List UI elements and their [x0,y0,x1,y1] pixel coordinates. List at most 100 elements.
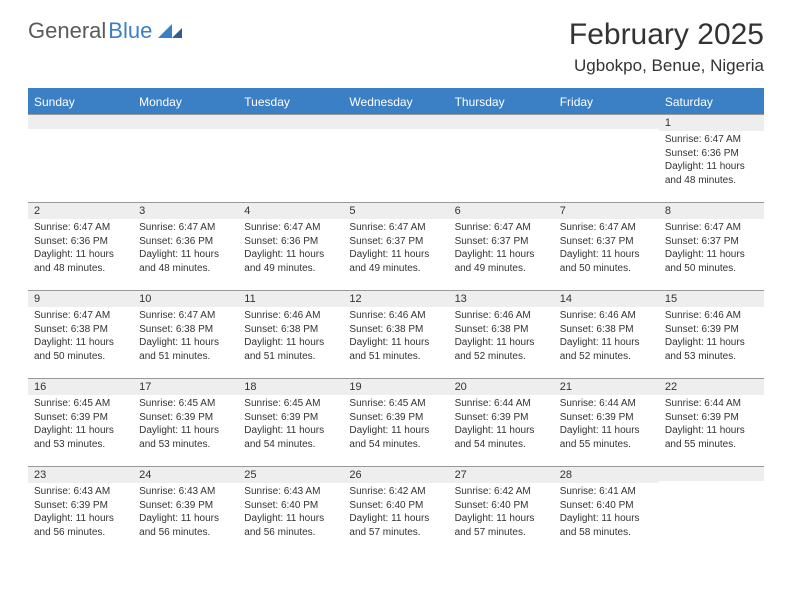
day-number: 19 [343,378,448,395]
day-detail-line: Sunset: 6:39 PM [560,411,653,425]
day-number: 12 [343,290,448,307]
day-detail-line: Daylight: 11 hours and 48 minutes. [139,248,232,275]
calendar-cell: 5Sunrise: 6:47 AMSunset: 6:37 PMDaylight… [343,202,448,290]
day-detail-line: Sunrise: 6:46 AM [455,309,548,323]
calendar-week-row: 9Sunrise: 6:47 AMSunset: 6:38 PMDaylight… [28,290,764,378]
day-detail-line: Sunset: 6:39 PM [665,323,758,337]
day-detail-line: Daylight: 11 hours and 52 minutes. [455,336,548,363]
day-detail-line: Sunrise: 6:42 AM [455,485,548,499]
day-number: 24 [133,466,238,483]
day-number: 7 [554,202,659,219]
day-number: 21 [554,378,659,395]
day-detail-line: Sunrise: 6:47 AM [244,221,337,235]
day-detail-line: Sunrise: 6:43 AM [139,485,232,499]
day-detail-line: Daylight: 11 hours and 54 minutes. [349,424,442,451]
day-detail-line: Sunset: 6:36 PM [34,235,127,249]
day-detail-line: Daylight: 11 hours and 50 minutes. [665,248,758,275]
day-number: 27 [449,466,554,483]
calendar-cell: 28Sunrise: 6:41 AMSunset: 6:40 PMDayligh… [554,466,659,554]
calendar-cell [554,114,659,202]
day-number: 25 [238,466,343,483]
day-detail-line: Sunset: 6:37 PM [349,235,442,249]
day-detail-line: Sunset: 6:37 PM [560,235,653,249]
day-detail-line: Daylight: 11 hours and 49 minutes. [455,248,548,275]
day-number: 9 [28,290,133,307]
day-detail-line: Daylight: 11 hours and 57 minutes. [349,512,442,539]
calendar-cell: 18Sunrise: 6:45 AMSunset: 6:39 PMDayligh… [238,378,343,466]
calendar-cell: 19Sunrise: 6:45 AMSunset: 6:39 PMDayligh… [343,378,448,466]
day-details: Sunrise: 6:46 AMSunset: 6:38 PMDaylight:… [343,307,448,367]
day-number: 8 [659,202,764,219]
day-detail-line: Sunset: 6:38 PM [244,323,337,337]
day-detail-line: Sunset: 6:36 PM [665,147,758,161]
day-details: Sunrise: 6:47 AMSunset: 6:36 PMDaylight:… [659,131,764,191]
day-details: Sunrise: 6:45 AMSunset: 6:39 PMDaylight:… [133,395,238,455]
day-number: 1 [659,114,764,131]
weekday-header: Monday [133,90,238,114]
day-number [343,114,448,129]
logo: GeneralBlue [28,18,182,44]
calendar-cell: 8Sunrise: 6:47 AMSunset: 6:37 PMDaylight… [659,202,764,290]
day-number [238,114,343,129]
day-details: Sunrise: 6:46 AMSunset: 6:38 PMDaylight:… [238,307,343,367]
calendar-week-row: 2Sunrise: 6:47 AMSunset: 6:36 PMDaylight… [28,202,764,290]
day-details: Sunrise: 6:47 AMSunset: 6:37 PMDaylight:… [449,219,554,279]
title-block: February 2025 Ugbokpo, Benue, Nigeria [569,18,764,76]
calendar-cell: 1Sunrise: 6:47 AMSunset: 6:36 PMDaylight… [659,114,764,202]
day-details: Sunrise: 6:44 AMSunset: 6:39 PMDaylight:… [449,395,554,455]
calendar-week-row: 1Sunrise: 6:47 AMSunset: 6:36 PMDaylight… [28,114,764,202]
day-detail-line: Sunset: 6:39 PM [349,411,442,425]
day-detail-line: Sunrise: 6:47 AM [34,309,127,323]
day-detail-line: Sunset: 6:40 PM [244,499,337,513]
day-detail-line: Sunset: 6:38 PM [34,323,127,337]
day-number [554,114,659,129]
day-number: 5 [343,202,448,219]
day-detail-line: Daylight: 11 hours and 52 minutes. [560,336,653,363]
weekday-header: Saturday [659,90,764,114]
day-detail-line: Sunrise: 6:45 AM [349,397,442,411]
day-details: Sunrise: 6:47 AMSunset: 6:38 PMDaylight:… [133,307,238,367]
day-detail-line: Sunrise: 6:47 AM [455,221,548,235]
day-detail-line: Sunset: 6:39 PM [34,499,127,513]
weekday-header-row: Sunday Monday Tuesday Wednesday Thursday… [28,90,764,114]
calendar-cell: 14Sunrise: 6:46 AMSunset: 6:38 PMDayligh… [554,290,659,378]
day-details: Sunrise: 6:42 AMSunset: 6:40 PMDaylight:… [343,483,448,543]
day-number: 10 [133,290,238,307]
calendar-cell: 24Sunrise: 6:43 AMSunset: 6:39 PMDayligh… [133,466,238,554]
calendar-cell [343,114,448,202]
day-details: Sunrise: 6:43 AMSunset: 6:40 PMDaylight:… [238,483,343,543]
day-details: Sunrise: 6:46 AMSunset: 6:38 PMDaylight:… [449,307,554,367]
day-number: 28 [554,466,659,483]
day-detail-line: Sunrise: 6:46 AM [560,309,653,323]
day-detail-line: Daylight: 11 hours and 53 minutes. [665,336,758,363]
logo-mark-icon [158,18,182,44]
calendar-cell: 27Sunrise: 6:42 AMSunset: 6:40 PMDayligh… [449,466,554,554]
day-detail-line: Sunset: 6:38 PM [349,323,442,337]
day-detail-line: Sunset: 6:39 PM [139,499,232,513]
day-detail-line: Sunrise: 6:46 AM [244,309,337,323]
day-number: 26 [343,466,448,483]
calendar-cell: 10Sunrise: 6:47 AMSunset: 6:38 PMDayligh… [133,290,238,378]
day-detail-line: Sunrise: 6:41 AM [560,485,653,499]
day-details: Sunrise: 6:42 AMSunset: 6:40 PMDaylight:… [449,483,554,543]
calendar-cell [238,114,343,202]
day-number [133,114,238,129]
calendar-cell: 23Sunrise: 6:43 AMSunset: 6:39 PMDayligh… [28,466,133,554]
day-detail-line: Sunrise: 6:44 AM [560,397,653,411]
day-number: 14 [554,290,659,307]
day-details: Sunrise: 6:45 AMSunset: 6:39 PMDaylight:… [343,395,448,455]
day-detail-line: Sunset: 6:40 PM [349,499,442,513]
month-title: February 2025 [569,18,764,52]
day-number: 18 [238,378,343,395]
day-detail-line: Daylight: 11 hours and 48 minutes. [665,160,758,187]
calendar-cell: 9Sunrise: 6:47 AMSunset: 6:38 PMDaylight… [28,290,133,378]
day-detail-line: Sunrise: 6:43 AM [34,485,127,499]
day-number: 2 [28,202,133,219]
day-number: 15 [659,290,764,307]
day-details: Sunrise: 6:46 AMSunset: 6:39 PMDaylight:… [659,307,764,367]
day-detail-line: Sunrise: 6:45 AM [139,397,232,411]
day-detail-line: Sunset: 6:40 PM [560,499,653,513]
logo-text-b: Blue [108,18,152,44]
day-detail-line: Sunrise: 6:47 AM [139,221,232,235]
day-detail-line: Daylight: 11 hours and 48 minutes. [34,248,127,275]
